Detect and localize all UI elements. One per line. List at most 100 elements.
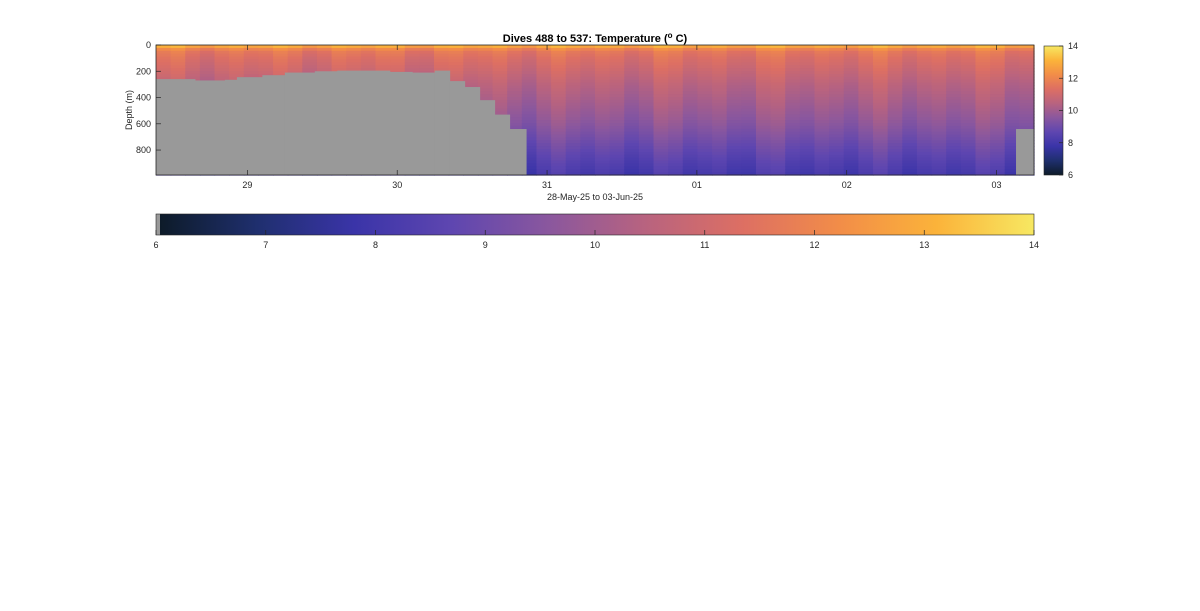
heatmap-cell bbox=[609, 149, 625, 153]
heatmap-cell bbox=[814, 50, 830, 55]
heatmap-cell bbox=[975, 128, 991, 133]
heatmap-cell bbox=[902, 123, 918, 127]
heatmap-cell bbox=[712, 111, 728, 115]
heatmap-cell bbox=[653, 62, 669, 66]
heatmap-cell bbox=[609, 154, 625, 159]
heatmap-cell bbox=[975, 160, 991, 165]
heatmap-cell bbox=[624, 99, 640, 104]
heatmap-cell bbox=[785, 146, 801, 150]
heatmap-cell bbox=[741, 73, 757, 78]
heatmap-cell bbox=[638, 85, 655, 89]
heatmap-cell bbox=[990, 114, 1006, 118]
heatmap-cell bbox=[287, 62, 303, 66]
heatmap-cell bbox=[609, 143, 625, 147]
heatmap-cell bbox=[755, 128, 772, 133]
heatmap-cell bbox=[960, 76, 977, 81]
heatmap-cell bbox=[946, 114, 962, 118]
bottom-colorbar-tick-label: 14 bbox=[1029, 240, 1039, 250]
heatmap-cell bbox=[653, 47, 669, 52]
heatmap-cell bbox=[580, 108, 596, 113]
heatmap-cell bbox=[551, 166, 567, 170]
heatmap-cell bbox=[170, 62, 186, 66]
heatmap-cell bbox=[536, 120, 552, 124]
heatmap-cell bbox=[595, 149, 611, 153]
heatmap-cell bbox=[1019, 99, 1035, 104]
nodata-block bbox=[509, 129, 527, 175]
heatmap-cell bbox=[316, 47, 333, 52]
heatmap-cell bbox=[755, 105, 772, 110]
heatmap-cell bbox=[960, 82, 977, 87]
heatmap-cell bbox=[463, 68, 479, 72]
heatmap-cell bbox=[829, 114, 845, 118]
heatmap-cell bbox=[843, 47, 859, 52]
heatmap-cell bbox=[829, 53, 845, 58]
heatmap-cell bbox=[638, 160, 655, 165]
heatmap-cell bbox=[931, 128, 947, 133]
heatmap-cell bbox=[170, 65, 186, 69]
heatmap-cell bbox=[682, 53, 699, 58]
heatmap-cell bbox=[580, 149, 596, 153]
heatmap-cell bbox=[712, 65, 728, 69]
heatmap-cell bbox=[697, 131, 713, 136]
heatmap-cell bbox=[477, 47, 494, 52]
heatmap-cell bbox=[521, 125, 538, 130]
heatmap-cell bbox=[682, 131, 699, 136]
heatmap-cell bbox=[931, 105, 947, 110]
heatmap-cell bbox=[931, 45, 947, 49]
heatmap-cell bbox=[565, 45, 581, 49]
heatmap-cell bbox=[741, 108, 757, 113]
heatmap-cell bbox=[843, 131, 859, 136]
heatmap-cell bbox=[302, 53, 318, 58]
heatmap-cell bbox=[975, 88, 991, 92]
heatmap-cell bbox=[580, 85, 596, 89]
heatmap-cell bbox=[946, 91, 962, 95]
heatmap-cell bbox=[946, 79, 962, 84]
heatmap-cell bbox=[199, 56, 216, 61]
heatmap-cell bbox=[668, 47, 684, 52]
heatmap-cell bbox=[243, 56, 260, 61]
heatmap-cell bbox=[726, 47, 742, 52]
heatmap-cell bbox=[858, 117, 874, 121]
heatmap-cell bbox=[624, 160, 640, 165]
heatmap-cell bbox=[770, 134, 786, 139]
heatmap-cell bbox=[975, 76, 991, 81]
heatmap-cell bbox=[726, 114, 742, 118]
heatmap-cell bbox=[887, 53, 903, 58]
heatmap-cell bbox=[609, 94, 625, 98]
heatmap-cell bbox=[595, 45, 611, 49]
heatmap-cell bbox=[858, 73, 874, 78]
heatmap-cell bbox=[902, 47, 918, 52]
heatmap-cell bbox=[858, 53, 874, 58]
heatmap-cell bbox=[463, 65, 479, 69]
heatmap-cell bbox=[975, 114, 991, 118]
heatmap-cell bbox=[477, 73, 494, 78]
heatmap-cell bbox=[199, 47, 216, 52]
heatmap-cell bbox=[521, 88, 538, 92]
heatmap-cell bbox=[199, 59, 216, 63]
heatmap-cell bbox=[419, 53, 435, 58]
heatmap-cell bbox=[990, 134, 1006, 139]
heatmap-cell bbox=[536, 65, 552, 69]
heatmap-cell bbox=[580, 59, 596, 63]
heatmap-cell bbox=[1004, 65, 1020, 69]
heatmap-cell bbox=[741, 149, 757, 153]
heatmap-cell bbox=[843, 99, 859, 104]
heatmap-cell bbox=[814, 169, 830, 173]
heatmap-cell bbox=[185, 62, 201, 66]
heatmap-cell bbox=[785, 76, 801, 81]
heatmap-cell bbox=[1019, 102, 1035, 107]
heatmap-cell bbox=[1019, 120, 1035, 124]
heatmap-cell bbox=[990, 68, 1006, 72]
heatmap-cell bbox=[726, 137, 742, 141]
heatmap-cell bbox=[755, 79, 772, 84]
heatmap-cell bbox=[726, 111, 742, 115]
heatmap-cell bbox=[331, 47, 347, 52]
heatmap-cell bbox=[595, 65, 611, 69]
heatmap-cell bbox=[551, 73, 567, 78]
heatmap-cell bbox=[521, 149, 538, 153]
heatmap-cell bbox=[755, 120, 772, 124]
heatmap-cell bbox=[507, 47, 523, 52]
heatmap-cell bbox=[916, 62, 933, 66]
heatmap-cell bbox=[1019, 114, 1035, 118]
heatmap-cell bbox=[214, 68, 230, 72]
